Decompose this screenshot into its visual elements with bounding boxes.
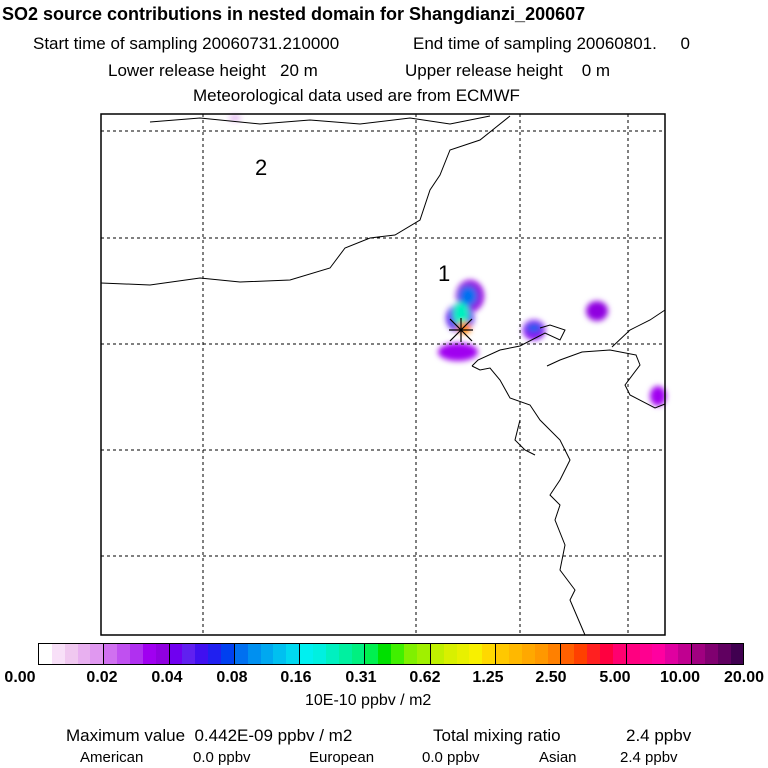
colorbar-swatch — [168, 644, 183, 664]
colorbar-tick-label: 1.25 — [472, 669, 504, 686]
region-label-2: 2 — [255, 155, 267, 180]
maximum-value: Maximum value 0.442E-09 ppbv / m2 — [66, 726, 353, 745]
map-frame — [100, 113, 666, 636]
colorbar-swatch — [560, 644, 575, 664]
colorbar-swatch — [51, 644, 65, 664]
colorbar-swatch — [325, 644, 339, 664]
colorbar-swatch — [678, 644, 691, 664]
colorbar-swatch — [599, 644, 613, 664]
colorbar-swatch — [574, 644, 588, 664]
colorbar-tick-label: 0.31 — [345, 669, 377, 686]
colorbar-swatch — [299, 644, 314, 664]
upper-release-height: Upper release height 0 m — [405, 61, 611, 80]
colorbar-swatch — [64, 644, 78, 664]
map-plot: 1 2 — [100, 113, 666, 636]
grid-lines — [101, 114, 665, 635]
colorbar-swatch — [521, 644, 535, 664]
colorbar-swatch — [404, 644, 417, 664]
colorbar-swatch — [612, 644, 626, 664]
colorbar-swatch — [665, 644, 679, 664]
colorbar-tick-label: 20.00 — [723, 669, 765, 686]
colorbar-swatch — [391, 644, 405, 664]
colorbar-swatch — [364, 644, 379, 664]
colorbar-tick-label: 10.00 — [659, 669, 701, 686]
colorbar-tick-label: 5.00 — [599, 669, 631, 686]
colorbar-swatch — [313, 644, 326, 664]
colorbar-swatch — [508, 644, 522, 664]
region-label-1: 1 — [438, 261, 450, 286]
colorbar-swatch — [625, 644, 640, 664]
colorbar-tick-label: 0.00 — [4, 669, 36, 686]
colorbar-tick-label: 2.50 — [535, 669, 567, 686]
colorbar-swatch — [456, 644, 470, 664]
colorbar-swatch — [717, 644, 731, 664]
colorbar-tick-label: 0.08 — [216, 669, 248, 686]
colorbar-swatch — [469, 644, 483, 664]
colorbar-swatch — [730, 644, 744, 664]
colorbar-swatch — [482, 644, 496, 664]
colorbar-swatch — [378, 644, 392, 664]
colorbar-swatch — [77, 644, 91, 664]
colorbar-swatch — [247, 644, 261, 664]
asian-label: Asian — [539, 749, 577, 766]
colorbar-swatch — [233, 644, 248, 664]
colorbar — [38, 643, 744, 665]
colorbar-swatch — [587, 644, 600, 664]
asian-value: 2.4 ppbv — [620, 749, 678, 766]
colorbar-tick-label: 0.02 — [86, 669, 118, 686]
colorbar-swatch — [416, 644, 430, 664]
plot-title: SO2 source contributions in nested domai… — [2, 4, 586, 24]
european-value: 0.0 ppbv — [422, 749, 480, 766]
met-data-source: Meteorological data used are from ECMWF — [193, 86, 520, 105]
colorbar-swatch — [155, 644, 169, 664]
american-label: American — [80, 749, 144, 766]
plume-field — [229, 115, 666, 406]
european-label: European — [309, 749, 375, 766]
lower-release-height: Lower release height 20 m — [108, 61, 318, 80]
american-value: 0.0 ppbv — [193, 749, 251, 766]
colorbar-swatch — [195, 644, 209, 664]
total-mixing-ratio-value: 2.4 ppbv — [626, 726, 692, 745]
end-time: End time of sampling 20060801. 0 — [413, 34, 690, 53]
star-icon — [449, 318, 473, 342]
colorbar-swatch — [90, 644, 104, 664]
colorbar-swatch — [117, 644, 131, 664]
colorbar-swatch — [273, 644, 287, 664]
colorbar-swatch — [182, 644, 196, 664]
colorbar-swatch — [429, 644, 444, 664]
colorbar-swatch — [704, 644, 718, 664]
total-mixing-ratio-label: Total mixing ratio — [433, 726, 561, 745]
colorbar-swatch — [142, 644, 156, 664]
colorbar-swatch — [103, 644, 118, 664]
start-time: Start time of sampling 20060731.210000 — [33, 34, 340, 53]
colorbar-swatch — [690, 644, 705, 664]
colorbar-tick-label: 0.16 — [280, 669, 312, 686]
colorbar-swatch — [495, 644, 509, 664]
colorbar-tick-label: 0.62 — [409, 669, 441, 686]
colorbar-swatch — [221, 644, 234, 664]
colorbar-swatch — [286, 644, 300, 664]
colorbar-swatch — [652, 644, 666, 664]
colorbar-swatch — [443, 644, 457, 664]
colorbar-swatch — [547, 644, 561, 664]
coastlines — [100, 115, 666, 636]
colorbar-tick-label: 0.04 — [151, 669, 183, 686]
colorbar-swatch — [534, 644, 548, 664]
colorbar-swatch — [260, 644, 274, 664]
colorbar-swatch — [208, 644, 222, 664]
colorbar-unit: 10E-10 ppbv / m2 — [305, 692, 432, 709]
colorbar-swatch — [39, 644, 52, 664]
colorbar-swatch — [338, 644, 352, 664]
colorbar-swatch — [351, 644, 365, 664]
colorbar-swatch — [639, 644, 653, 664]
colorbar-swatch — [130, 644, 143, 664]
